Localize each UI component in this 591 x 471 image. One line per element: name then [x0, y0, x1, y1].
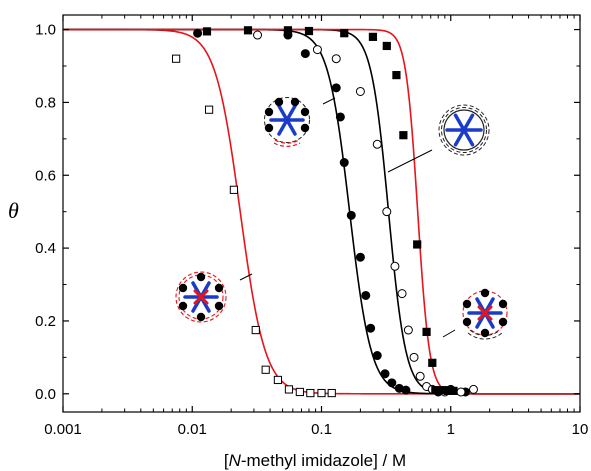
data-point-series-4	[413, 240, 422, 249]
data-point-series-4	[399, 131, 408, 140]
data-point-series-3	[382, 207, 392, 217]
complex-icon-blue-dots	[262, 95, 312, 149]
data-point-series-4	[243, 26, 253, 35]
data-point-series-2	[366, 323, 376, 333]
data-point-series-3	[397, 289, 407, 299]
data-point-series-2	[372, 351, 382, 361]
y-axis: 0.0 0.2 0.4 0.6 0.8 1.0	[35, 22, 580, 403]
complex-icon-red-center	[174, 270, 228, 324]
y-tick-label: 0.8	[35, 94, 56, 111]
y-tick-label: 0.4	[35, 240, 56, 257]
data-point-series-4	[202, 27, 212, 36]
plot-frame	[62, 14, 581, 413]
data-point-series-4	[283, 26, 293, 35]
data-point-series-1	[261, 365, 270, 374]
plot-border	[62, 14, 581, 413]
data-point-series-4	[428, 358, 437, 367]
data-point-series-1	[273, 375, 283, 385]
data-point-series-4	[431, 386, 440, 395]
fit-curves	[63, 28, 580, 395]
fit-curve-3	[63, 28, 580, 395]
fit-curve-4	[63, 28, 580, 395]
data-point-series-3	[456, 387, 466, 397]
data-point-series-3	[355, 86, 365, 96]
data-point-series-2	[355, 252, 365, 262]
x-axis-label-italic: N	[229, 451, 242, 470]
data-point-series-3	[372, 139, 382, 149]
data-point-series-2	[335, 112, 345, 122]
data-point-series-2	[401, 385, 411, 395]
data-point-series-3	[469, 384, 479, 394]
x-tick-label: 0.001	[44, 421, 82, 438]
complex-icon-red-center-dark	[461, 287, 509, 341]
data-point-series-3	[253, 30, 263, 40]
data-point-series-4	[368, 32, 378, 41]
data-point-series-1	[284, 385, 294, 394]
data-point-series-1	[327, 388, 336, 398]
data-point-series-3	[331, 54, 341, 64]
y-tick-label: 1.0	[35, 22, 56, 39]
data-point-series-4	[340, 29, 349, 38]
icon-leader-lines	[239, 97, 456, 338]
data-point-series-2	[387, 378, 397, 388]
x-axis-label: [N-methyl imidazole] / M	[224, 451, 406, 470]
data-point-series-2	[193, 28, 203, 38]
y-axis-label: θ	[8, 198, 19, 223]
data-point-series-3	[312, 45, 322, 55]
data-point-series-1	[317, 388, 326, 398]
x-tick-label: 0.01	[178, 421, 207, 438]
x-tick-label: 1	[447, 421, 455, 438]
x-axis-label-rest: -methyl imidazole] / M	[241, 451, 406, 470]
data-point-series-4	[392, 70, 401, 80]
y-tick-label: 0.6	[35, 167, 56, 184]
data-point-series-4	[422, 327, 431, 336]
data-point-series-2	[380, 369, 390, 379]
data-point-series-2	[361, 290, 371, 300]
x-axis: 0.001 0.01 0.1 1 10	[44, 15, 588, 438]
y-tick-label: 0.0	[35, 386, 56, 403]
x-tick-label: 0.1	[311, 421, 332, 438]
x-axis-label-open: [	[224, 451, 229, 470]
data-point-series-4	[449, 386, 458, 395]
data-point-series-2	[331, 83, 341, 93]
data-point-series-3	[415, 371, 425, 381]
y-tick-label: 0.2	[35, 313, 56, 330]
data-point-series-1	[306, 388, 315, 398]
data-point-series-4	[382, 41, 391, 51]
data-point-series-1	[204, 105, 214, 114]
fit-curve-1	[63, 28, 580, 395]
data-markers	[172, 26, 479, 398]
data-point-series-2	[346, 210, 356, 220]
data-point-series-2	[300, 49, 310, 59]
data-point-series-1	[172, 54, 181, 63]
data-point-series-1	[229, 185, 238, 194]
data-point-series-3	[390, 261, 400, 271]
x-tick-label: 10	[572, 421, 589, 438]
data-point-series-3	[403, 325, 413, 335]
fit-curve-2	[63, 28, 580, 395]
data-point-series-2	[339, 158, 349, 168]
data-point-series-1	[251, 325, 260, 335]
data-point-series-3	[409, 352, 419, 362]
data-point-series-1	[295, 387, 304, 397]
complex-icon-blue-ring	[437, 103, 491, 157]
data-point-series-4	[304, 26, 314, 36]
